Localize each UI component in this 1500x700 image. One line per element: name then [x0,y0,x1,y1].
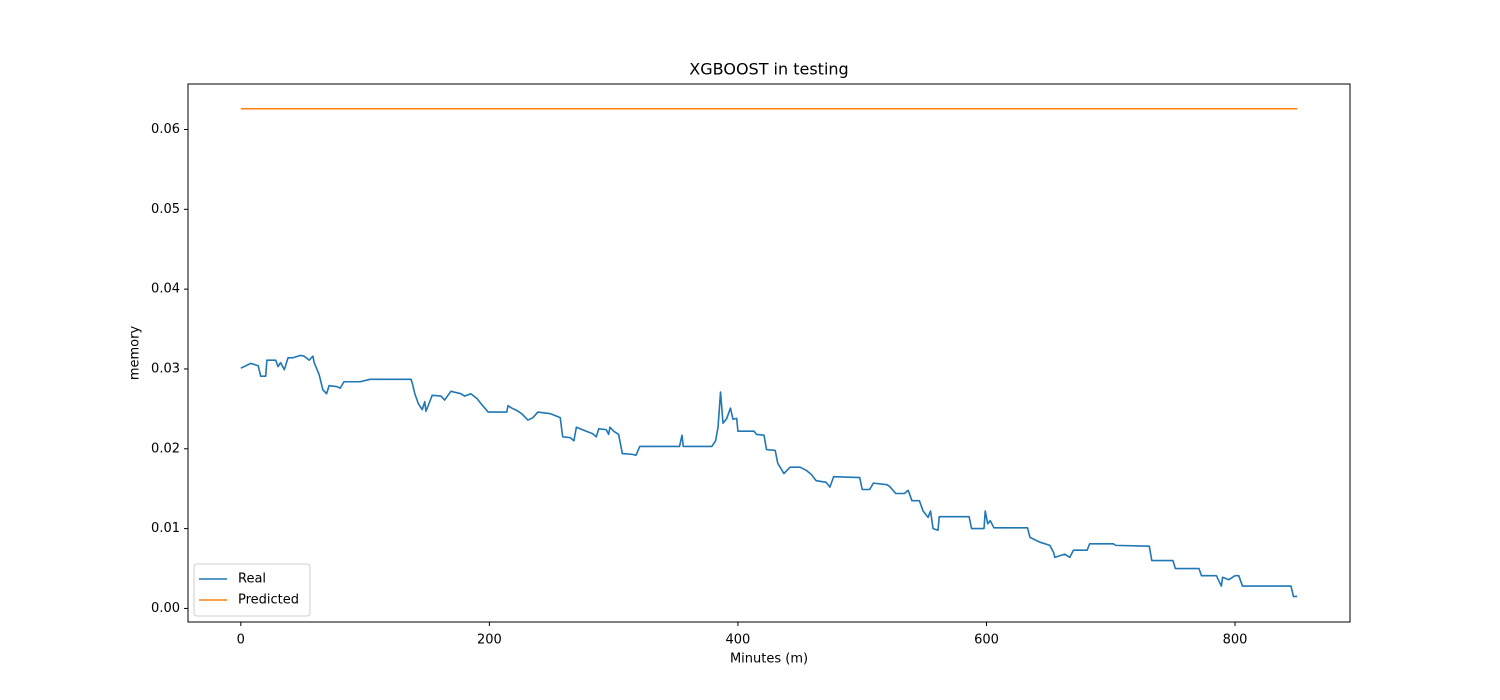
y-tick-label: 0.05 [151,202,180,217]
data-line [240,354,1298,598]
legend-label: Real [238,572,266,587]
x-tick-label: 0 [237,633,245,648]
x-tick-label: 800 [1223,633,1248,648]
chart-title: XGBOOST in testing [689,60,848,79]
x-axis-label: Minutes (m) [730,652,808,667]
x-tick-label: 200 [477,633,502,648]
legend-label: Predicted [238,593,299,608]
y-axis-label: memory [128,326,143,381]
y-tick-label: 0.04 [151,282,180,297]
y-tick-label: 0.03 [151,361,180,376]
y-tick-label: 0.01 [151,521,180,536]
y-tick-label: 0.06 [151,122,180,137]
y-tick-label: 0.02 [151,441,180,456]
y-tick-label: 0.00 [151,601,180,616]
x-tick-label: 600 [974,633,999,648]
x-tick-label: 400 [726,633,751,648]
legend-box [193,563,311,617]
plot-frame [187,83,1351,623]
